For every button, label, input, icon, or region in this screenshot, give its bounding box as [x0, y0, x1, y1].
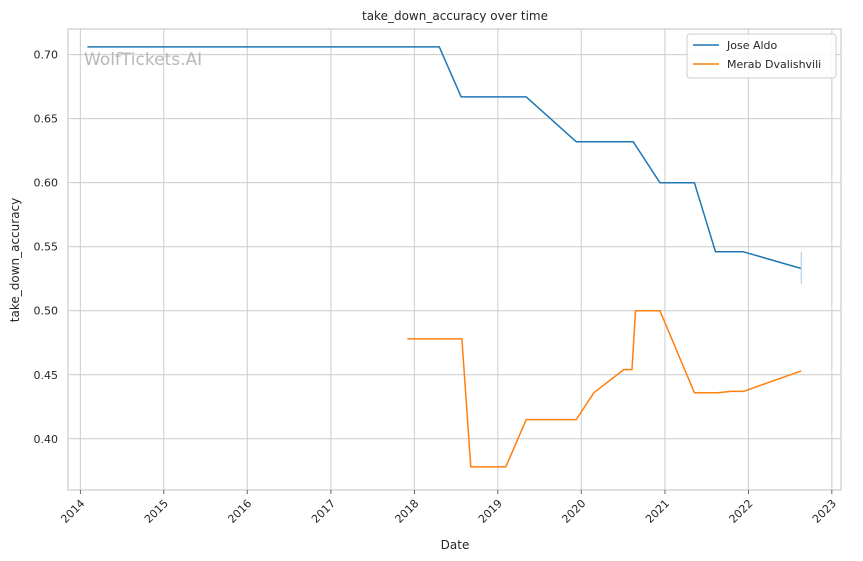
y-tick-label: 0.70: [34, 49, 59, 62]
x-tick-label: 2015: [142, 497, 171, 526]
y-tick-label: 0.50: [34, 305, 59, 318]
x-tick-label: 2014: [58, 497, 87, 526]
watermark-text: WolfTickets.AI: [84, 50, 202, 70]
y-tick-label: 0.60: [34, 177, 59, 190]
x-axis-label: Date: [441, 538, 470, 552]
series-line-1: [87, 46, 802, 270]
x-tick-label: 2019: [476, 497, 505, 526]
y-tick-label: 0.55: [34, 241, 59, 254]
y-axis-label: take_down_accuracy: [8, 198, 22, 322]
x-tick-label: 2020: [559, 497, 588, 526]
y-tick-label: 0.65: [34, 113, 59, 126]
x-tick-label: 2023: [810, 497, 839, 526]
y-tick-label: 0.45: [34, 369, 59, 382]
legend-box: [686, 33, 837, 79]
x-axis-ticks: 2014 2015 2016 2017 2018 2019 2020 2021 2022 2023: [58, 490, 839, 526]
y-tick-label: 0.40: [34, 433, 59, 446]
x-tick-label: 2017: [309, 497, 338, 526]
series-lines: [87, 46, 802, 468]
legend: Jose Aldo Merab Dvalishvili: [686, 33, 837, 79]
x-tick-label: 2018: [393, 497, 422, 526]
legend-label: Jose Aldo: [726, 39, 778, 52]
legend-label: Merab Dvalishvili: [727, 58, 821, 71]
series-line-2: [407, 309, 802, 468]
x-tick-label: 2022: [727, 497, 756, 526]
y-axis-ticks: 0.40 0.45 0.50 0.55 0.60 0.65 0.70: [34, 49, 59, 446]
grid: [68, 29, 841, 490]
plot-frame: [67, 28, 842, 491]
x-tick-label: 2021: [643, 497, 672, 526]
chart-title: take_down_accuracy over time: [362, 9, 548, 23]
x-tick-label: 2016: [225, 497, 254, 526]
